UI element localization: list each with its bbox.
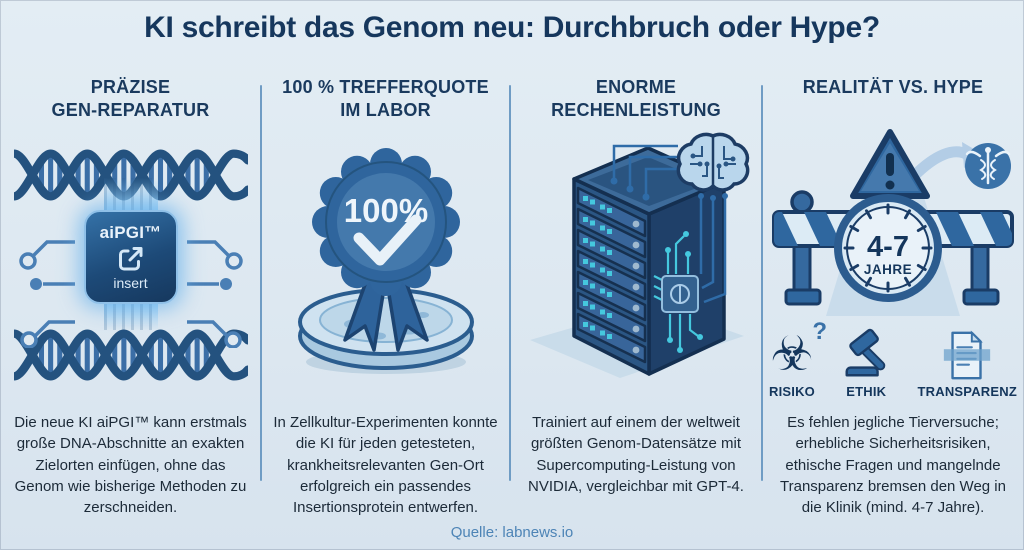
column-header: PRÄZISE GEN-REPARATUR bbox=[51, 77, 210, 121]
brain-circuit-icon bbox=[676, 132, 750, 192]
column-header: REALITÄT VS. HYPE bbox=[802, 77, 984, 97]
risk-ethics-transparency-row: ☣ ? RISIKO ETHIK bbox=[767, 318, 1019, 399]
insertion-beam-bottom bbox=[103, 302, 158, 330]
barrier-clock-illustration: 4-7 JAHRE bbox=[768, 126, 1018, 316]
insert-arrow-icon bbox=[118, 247, 142, 271]
side-circuit-chip bbox=[653, 231, 703, 353]
source-caption: Quelle: labnews.io bbox=[450, 524, 574, 541]
column-divider bbox=[509, 85, 511, 481]
dna-chip-illustration: aiPGI™ insert bbox=[13, 130, 249, 396]
clock-value: 4-7 bbox=[867, 231, 909, 263]
mini-label: TRANSPARENZ bbox=[917, 384, 1017, 399]
biohazard-icon: ☣ bbox=[770, 326, 814, 382]
column-body: Es fehlen jegliche Tierversuche; erhebli… bbox=[780, 414, 1006, 517]
column-body: Die neue KI aiPGI™ kann erstmals große D… bbox=[14, 414, 247, 517]
checkmark-icon bbox=[353, 214, 421, 266]
column-divider bbox=[761, 85, 763, 481]
chip-action-label: insert bbox=[113, 275, 148, 291]
petri-dish-icon bbox=[297, 288, 474, 370]
circuit-traces-left-icon bbox=[18, 240, 75, 348]
column-rechenleistung: ENORME RECHENLEISTUNG bbox=[510, 60, 762, 550]
chip-label: aiPGI™ bbox=[99, 223, 162, 242]
mini-label: ETHIK bbox=[846, 384, 887, 399]
mini-ethik: ETHIK bbox=[839, 322, 893, 399]
caduceus-badge-icon bbox=[965, 143, 1011, 189]
column-body: Trainiert auf einem der weltweit größten… bbox=[528, 414, 744, 495]
column-trefferquote: 100 % TREFFERQUOTE IM LABOR bbox=[261, 60, 510, 550]
column-header: 100 % TREFFERQUOTE IM LABOR bbox=[282, 77, 489, 121]
columns-container: PRÄZISE GEN-REPARATUR bbox=[0, 60, 1024, 550]
gavel-icon bbox=[845, 328, 886, 377]
supercomputer-icon bbox=[530, 132, 750, 378]
supercomputer-brain-illustration bbox=[516, 124, 756, 388]
warning-triangle-icon bbox=[850, 129, 930, 199]
document-icon bbox=[944, 330, 991, 380]
clock-unit: JAHRE bbox=[864, 262, 912, 277]
mini-risiko: ☣ ? RISIKO bbox=[769, 318, 827, 399]
insertion-beam-top bbox=[103, 178, 158, 212]
server-tower bbox=[572, 146, 726, 376]
brain-connections bbox=[610, 144, 728, 304]
question-mark-icon: ? bbox=[812, 318, 827, 345]
column-realitaet-vs-hype: REALITÄT VS. HYPE bbox=[762, 60, 1024, 550]
column-header: ENORME RECHENLEISTUNG bbox=[551, 77, 721, 121]
circuit-traces-right-icon bbox=[186, 240, 243, 348]
highlight-band bbox=[944, 349, 991, 361]
rosette-badge: 100% bbox=[311, 148, 460, 296]
column-gen-reparatur: PRÄZISE GEN-REPARATUR bbox=[0, 60, 261, 550]
page-title: KI schreibt das Genom neu: Durchbruch od… bbox=[144, 11, 880, 44]
mini-transparenz: TRANSPARENZ bbox=[918, 322, 1017, 399]
column-divider bbox=[260, 85, 262, 481]
column-body: In Zellkultur-Experimenten konnte die KI… bbox=[273, 414, 498, 517]
badge-petri-illustration: 100% bbox=[281, 130, 491, 382]
roadblock-scene: 4-7 JAHRE bbox=[772, 129, 1014, 316]
badge-100-icon: 100% bbox=[297, 148, 474, 374]
ai-chip: aiPGI™ insert bbox=[83, 210, 178, 304]
clock-4-7-jahre: 4-7 JAHRE bbox=[834, 194, 942, 302]
mini-label: RISIKO bbox=[769, 384, 815, 399]
